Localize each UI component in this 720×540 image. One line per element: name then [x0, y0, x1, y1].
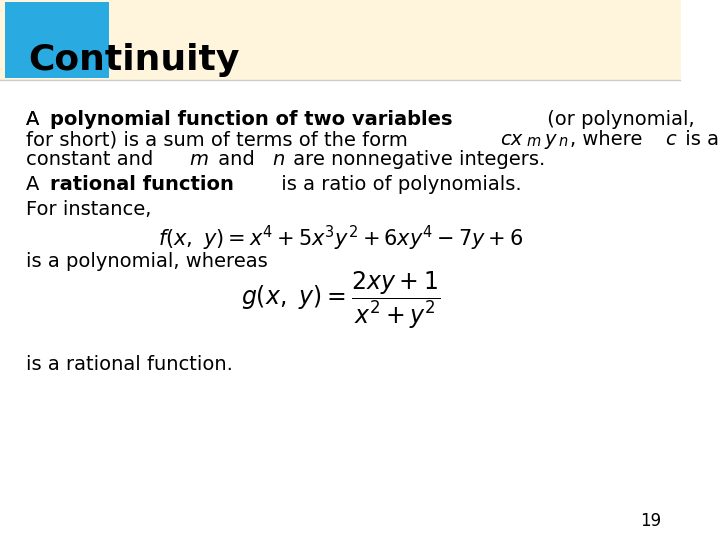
Text: , where: , where — [570, 130, 648, 149]
Text: 19: 19 — [641, 512, 662, 530]
FancyBboxPatch shape — [5, 2, 109, 78]
Text: is a ratio of polynomials.: is a ratio of polynomials. — [274, 175, 521, 194]
Text: rational function: rational function — [50, 175, 234, 194]
Text: are nonnegative integers.: are nonnegative integers. — [287, 150, 546, 169]
Text: c: c — [665, 130, 676, 149]
Text: A: A — [27, 110, 46, 129]
Text: A: A — [27, 175, 46, 194]
Text: $f(x,\ y) = x^4 + 5x^3y^2 + 6xy^4 - 7y + 6$: $f(x,\ y) = x^4 + 5x^3y^2 + 6xy^4 - 7y +… — [158, 224, 523, 253]
Text: is a rational function.: is a rational function. — [27, 355, 233, 374]
Text: For instance,: For instance, — [27, 200, 152, 219]
Text: and: and — [212, 150, 261, 169]
Text: (or polynomial,: (or polynomial, — [541, 110, 695, 129]
Text: constant and: constant and — [27, 150, 160, 169]
Text: m: m — [527, 134, 541, 149]
Text: for short) is a sum of terms of the form: for short) is a sum of terms of the form — [27, 130, 415, 149]
Text: is a: is a — [678, 130, 719, 149]
Text: n: n — [558, 134, 567, 149]
FancyBboxPatch shape — [0, 0, 680, 80]
Text: A: A — [27, 110, 46, 129]
Text: cx: cx — [500, 130, 522, 149]
Text: $g(x,\ y) = \dfrac{2xy + 1}{x^2 + y^2}$: $g(x,\ y) = \dfrac{2xy + 1}{x^2 + y^2}$ — [240, 269, 440, 331]
Text: is a polynomial, whereas: is a polynomial, whereas — [27, 252, 269, 271]
Text: Continuity: Continuity — [28, 43, 240, 77]
Text: n: n — [272, 150, 284, 169]
Text: m: m — [189, 150, 208, 169]
Text: y: y — [544, 130, 556, 149]
Text: polynomial function of two variables: polynomial function of two variables — [50, 110, 453, 129]
